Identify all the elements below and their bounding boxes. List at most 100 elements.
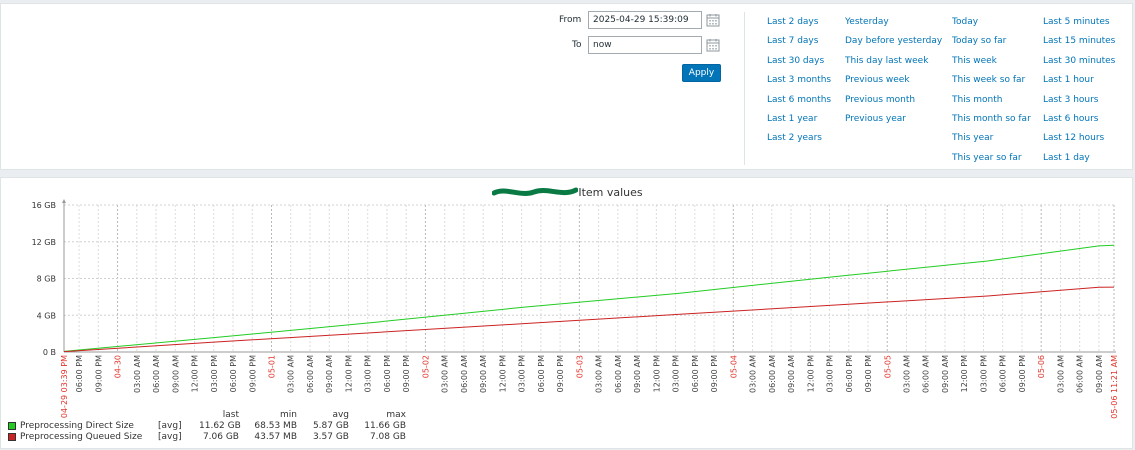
quick-range-link[interactable]: Day before yesterday [845, 36, 943, 47]
from-label: From [559, 15, 582, 25]
quick-range-link[interactable]: Last 6 months [767, 94, 832, 105]
x-tick-label: 09:00 PM [710, 355, 719, 392]
quick-range-link[interactable]: Last 1 day [1043, 152, 1090, 163]
y-axis-arrow [62, 199, 66, 203]
x-tick-label: 12:00 PM [960, 355, 969, 392]
x-tick-label: 05-03 [575, 355, 584, 378]
x-tick-label: 06:00 PM [999, 355, 1008, 392]
quick-range-link[interactable]: Last 2 days [767, 17, 819, 27]
x-tick-label: 03:00 AM [1056, 355, 1065, 393]
quick-range-link[interactable]: Today so far [952, 36, 1007, 47]
x-tick-label: 05-05 [883, 355, 892, 378]
quick-ranges-column-4: Last 5 minutes Last 15 minutes Last 30 m… [1043, 13, 1115, 168]
x-tick-label: 06:00 AM [1076, 355, 1085, 393]
from-date-input[interactable] [588, 11, 702, 29]
quick-range-link[interactable]: Last 15 minutes [1043, 36, 1116, 47]
x-tick-label: 06:00 AM [768, 355, 777, 393]
x-tick-label: 06:00 PM [845, 355, 854, 392]
x-tick-label: 06:00 PM [691, 355, 700, 392]
x-tick-label: 12:00 PM [344, 355, 353, 392]
quick-range-link[interactable]: Yesterday [845, 17, 889, 27]
series-line [63, 286, 1115, 353]
graph-title: Item values [1, 185, 1134, 199]
apply-button[interactable]: Apply [682, 64, 721, 82]
quick-range-link[interactable]: Last 12 hours [1043, 133, 1105, 144]
quick-range-link[interactable]: This week so far [952, 75, 1026, 86]
legend-item-min: 43.57 MB [254, 432, 297, 442]
legend-item-last: 11.62 GB [199, 421, 241, 431]
quick-range-link[interactable]: This month [952, 94, 1003, 105]
legend-item-max: 11.66 GB [364, 421, 406, 431]
quick-range-link[interactable]: Today [952, 17, 979, 27]
x-tick-label: 12:00 PM [191, 355, 200, 392]
quick-range-link[interactable]: Last 5 minutes [1043, 17, 1110, 27]
x-tick-label: 03:00 AM [749, 355, 758, 393]
x-tick-label: 03:00 AM [595, 355, 604, 393]
x-tick-label: 12:00 PM [652, 355, 661, 392]
quick-ranges-column-1: Last 2 days Last 7 days Last 30 days Las… [767, 13, 831, 149]
x-tick-label: 05-06 11:21 AM [1110, 355, 1119, 419]
legend-header-avg: avg [332, 410, 349, 420]
x-tick-label: 06:00 AM [614, 355, 623, 393]
from-calendar-icon[interactable] [706, 13, 720, 27]
quick-ranges-divider [744, 12, 745, 165]
to-date-input[interactable] [588, 36, 702, 54]
x-tick-label: 06:00 AM [922, 355, 931, 393]
x-tick-label: 05-01 [267, 355, 276, 378]
legend-item-function: [avg] [158, 421, 182, 431]
x-tick-label: 04-29 03:39 PM [60, 355, 69, 418]
quick-range-link[interactable]: This year so far [952, 152, 1022, 163]
quick-range-link[interactable]: Previous week [845, 75, 910, 86]
quick-range-link[interactable]: Last 6 hours [1043, 113, 1099, 124]
x-tick-label: 09:00 AM [479, 355, 488, 393]
x-tick-label: 09:00 PM [1018, 355, 1027, 392]
x-tick-label: 03:00 PM [210, 355, 219, 392]
quick-range-link[interactable]: This day last week [845, 55, 929, 66]
quick-range-link[interactable]: This week [952, 55, 997, 66]
quick-range-link[interactable]: Last 30 minutes [1043, 55, 1116, 66]
x-tick-label: 03:00 AM [903, 355, 912, 393]
y-tick-label: 16 GB [32, 201, 56, 210]
y-tick-label: 12 GB [32, 238, 56, 247]
x-tick-label: 03:00 PM [364, 355, 373, 392]
x-tick-label: 06:00 PM [229, 355, 238, 392]
to-calendar-icon[interactable] [706, 38, 720, 52]
quick-range-link[interactable]: Last 30 days [767, 55, 825, 66]
x-tick-label: 06:00 AM [460, 355, 469, 393]
redaction-scribble [491, 187, 579, 196]
x-tick-label: 06:00 PM [537, 355, 546, 392]
quick-range-link[interactable]: Last 2 years [767, 133, 822, 144]
x-tick-label: 09:00 AM [325, 355, 334, 393]
x-tick-label: 06:00 PM [383, 355, 392, 392]
x-tick-label: 09:00 PM [864, 355, 873, 392]
y-tick-label: 0 B [43, 348, 56, 357]
x-tick-label: 09:00 AM [1095, 355, 1104, 393]
x-tick-label: 03:00 PM [979, 355, 988, 392]
quick-range-link[interactable]: Last 7 days [767, 36, 819, 47]
legend-item-avg: 3.57 GB [312, 432, 349, 442]
x-tick-label: 03:00 AM [133, 355, 142, 393]
x-tick-label: 06:00 PM [75, 355, 84, 392]
x-tick-label: 09:00 AM [633, 355, 642, 393]
quick-range-link[interactable]: Last 3 months [767, 75, 832, 86]
x-tick-label: 09:00 PM [94, 355, 103, 392]
x-tick-label: 09:00 PM [556, 355, 565, 392]
legend-item-function: [avg] [158, 432, 182, 442]
quick-range-link[interactable]: Last 1 year [767, 113, 818, 124]
to-label: To [572, 40, 582, 50]
quick-range-link[interactable]: Last 3 hours [1043, 94, 1099, 105]
quick-range-link[interactable]: Last 1 hour [1043, 75, 1094, 86]
x-tick-label: 03:00 AM [441, 355, 450, 393]
x-tick-label: 03:00 PM [518, 355, 527, 392]
x-tick-label: 09:00 AM [171, 355, 180, 393]
x-tick-label: 05-04 [729, 355, 738, 378]
x-tick-label: 09:00 PM [248, 355, 257, 392]
quick-range-link[interactable]: Previous year [845, 113, 906, 124]
x-tick-label: 09:00 AM [941, 355, 950, 393]
legend-swatch-green [8, 422, 16, 430]
quick-range-link[interactable]: This year [952, 133, 994, 144]
x-tick-label: 06:00 AM [152, 355, 161, 393]
quick-range-link[interactable]: Previous month [845, 94, 916, 105]
graph-panel: 04-29 03:39 PM 06:00 PM 09:00 PM 04-30 03:00… [0, 177, 1133, 449]
quick-range-link[interactable]: This month so far [952, 113, 1031, 124]
